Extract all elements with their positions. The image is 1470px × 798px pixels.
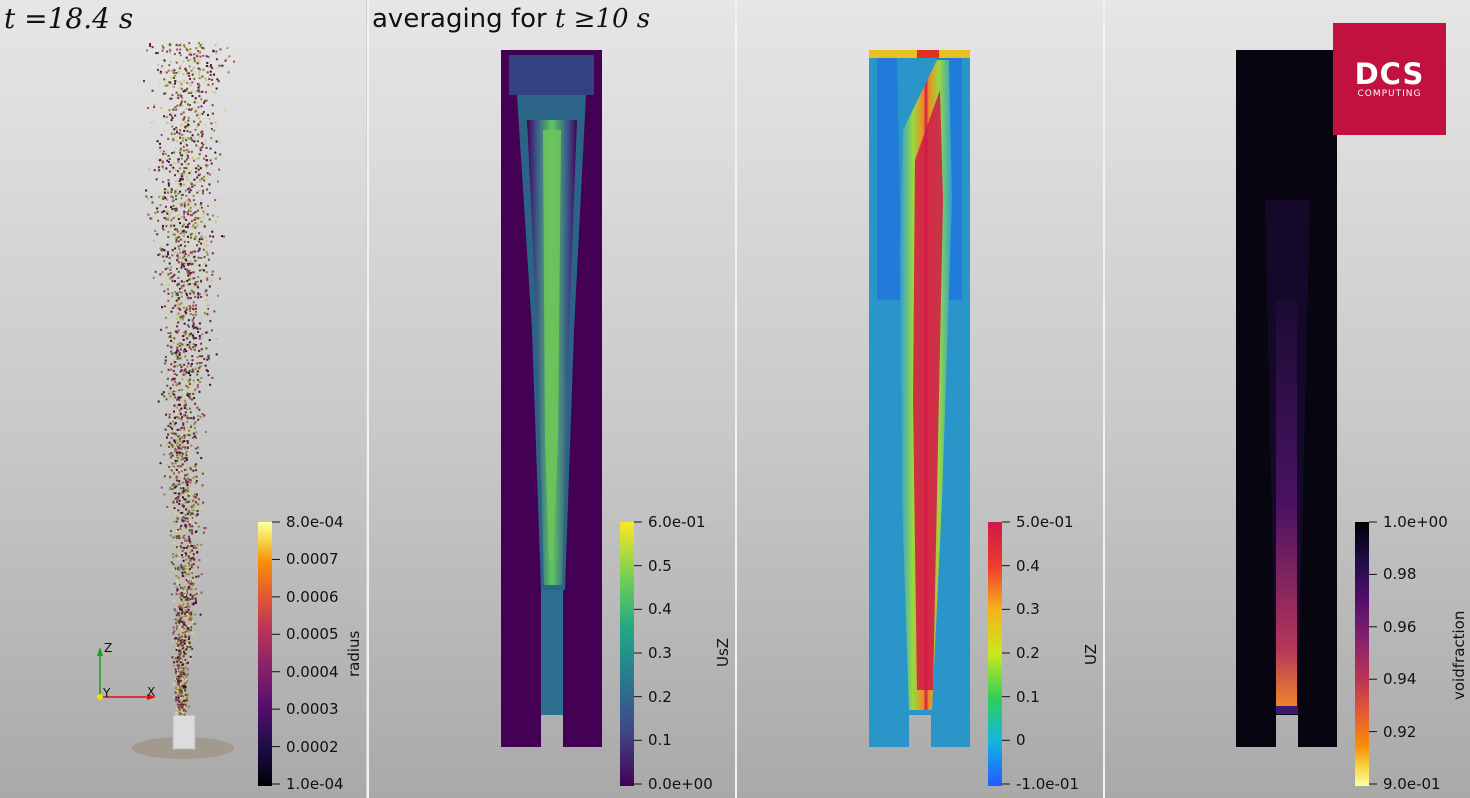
usz-field <box>501 50 642 786</box>
averaging-label: averaging for t ≥10 s <box>372 4 651 34</box>
colorbar-tick-label: 0.1 <box>1016 687 1040 706</box>
axis-x-label: X <box>147 685 156 699</box>
colorbar-tick-label: 0.96 <box>1383 617 1417 636</box>
colorbar-tick-label: 0.0e+00 <box>648 775 713 793</box>
colorbar-tick-label: 0.1 <box>648 731 672 750</box>
time-label: t =18.4 s <box>4 2 134 35</box>
x-axis-arrow <box>147 694 156 700</box>
colorbar-tick-label: 0.0003 <box>286 700 339 719</box>
colorbar-tick-label: 0.3 <box>648 644 672 662</box>
colorbar-usz-title: UsZ <box>714 637 732 667</box>
colorbar-tick-label: 0.2 <box>648 687 672 706</box>
voidfraction-field <box>1236 50 1377 786</box>
z-axis-arrow <box>97 647 103 656</box>
colorbar-tick-label: 5.0e-01 <box>1016 513 1074 531</box>
colorbar-radius-gradient <box>258 521 280 786</box>
colorbar-tick-label: 0.0006 <box>286 587 339 606</box>
separator-3 <box>1103 0 1105 798</box>
colorbar-tick-label: 0.5 <box>648 556 672 575</box>
panel-particles: Z Y X 8.0e-04 0.0007 0.0006 0.0005 0.0004 0.0… <box>0 0 366 798</box>
colorbar-tick-label: 0.94 <box>1383 670 1417 689</box>
colorbar-tick-label: 0.4 <box>1016 556 1040 575</box>
colorbar-tick-label: 8.0e-04 <box>286 513 344 531</box>
colorbar-tick-label: 0.0005 <box>286 625 339 644</box>
y-axis-dot <box>97 694 103 700</box>
colorbar-tick-label: 0.0007 <box>286 550 339 569</box>
panel-uz: 5.0e-01 0.4 0.3 0.2 0.1 0 -1.0e-01 UZ <box>737 0 1103 798</box>
colorbar-tick-label: 0.2 <box>1016 644 1040 662</box>
colorbar-tick-label: 9.0e-01 <box>1383 775 1441 793</box>
colorbar-tick-label: 6.0e-01 <box>648 513 706 531</box>
colorbar-tick-label: 0.0002 <box>286 737 339 756</box>
separator-2 <box>735 0 737 798</box>
separator-1 <box>367 0 369 798</box>
axis-z-label: Z <box>104 641 113 655</box>
colorbar-tick-label: 1.0e+00 <box>1383 513 1448 531</box>
colorbar-tick-label: 0.0004 <box>286 662 339 681</box>
colorbar-uz-title: UZ <box>1082 644 1100 665</box>
colorbar-tick-label: 0.92 <box>1383 722 1417 741</box>
particle-scene <box>97 42 236 759</box>
logo-subtitle: COMPUTING <box>1357 89 1422 99</box>
colorbar-tick-label: 0.4 <box>648 600 672 619</box>
uz-field <box>869 50 1010 786</box>
colorbar-tick-label: -1.0e-01 <box>1016 775 1079 793</box>
colorbar-tick-label: 0 <box>1016 731 1026 750</box>
panel-usz: averaging for t ≥10 s 6.0e-01 0.5 0.4 0.3 0.… <box>369 0 735 798</box>
colorbar-radius-title: radius <box>345 630 363 677</box>
dcs-logo: DCS COMPUTING <box>1333 23 1446 135</box>
colorbar-tick-label: 0.98 <box>1383 565 1417 584</box>
particle-cloud <box>143 42 236 716</box>
colorbar-tick-label: 1.0e-04 <box>286 775 344 793</box>
colorbar-voidfraction-title: voidfraction <box>1450 610 1468 700</box>
axis-y-label: Y <box>103 686 111 700</box>
logo-name: DCS <box>1354 57 1425 91</box>
colorbar-tick-label: 0.3 <box>1016 600 1040 619</box>
